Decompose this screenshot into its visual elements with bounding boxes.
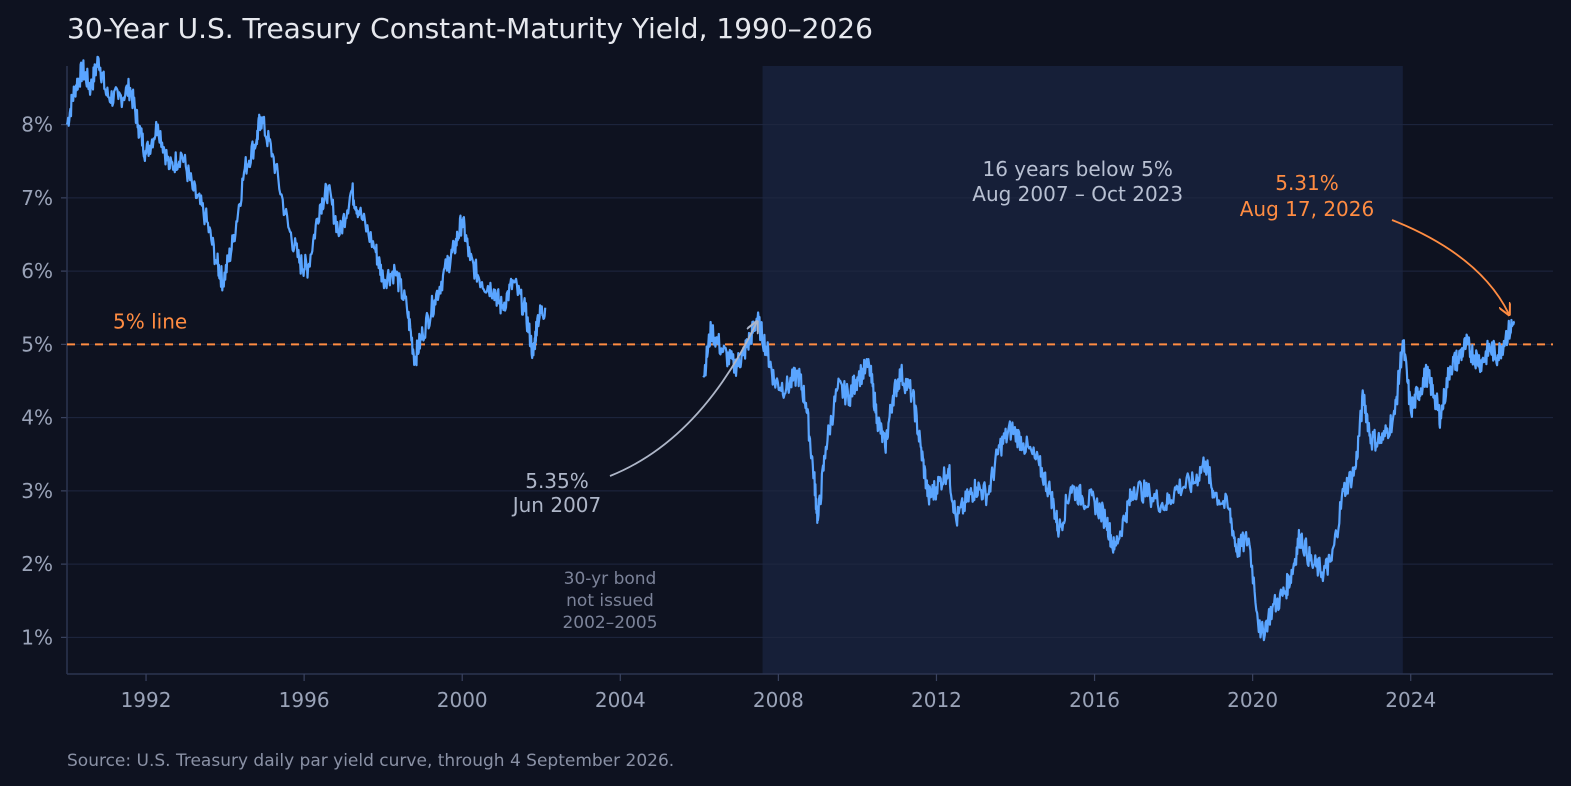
gap-note-line: 2002–2005 bbox=[562, 613, 657, 633]
y-tick-label: 7% bbox=[21, 186, 53, 210]
x-tick-label: 2000 bbox=[437, 688, 488, 712]
gap-note-line: not issued bbox=[566, 591, 654, 611]
x-tick-label: 2024 bbox=[1385, 688, 1436, 712]
gap-note-line: 30-yr bond bbox=[564, 569, 657, 589]
y-tick-label: 2% bbox=[21, 552, 53, 576]
x-tick-label: 2012 bbox=[911, 688, 962, 712]
shade-label-line1: 16 years below 5% bbox=[982, 157, 1172, 181]
x-tick-label: 1992 bbox=[121, 688, 172, 712]
plot-area: 1% 2% 3% 4% 5% 6% 7% 8% 1992 1996 2000 2004 2008 2012… bbox=[21, 55, 1553, 712]
source-note: Source: U.S. Treasury daily par yield cu… bbox=[67, 751, 674, 771]
annotation-2007-value: 5.35% bbox=[525, 469, 589, 493]
annotation-arrow-2007 bbox=[609, 323, 757, 477]
reference-line-label: 5% line bbox=[113, 309, 187, 333]
x-tick-label: 1996 bbox=[279, 688, 330, 712]
y-tick-label: 5% bbox=[21, 332, 53, 356]
x-tick-label: 2008 bbox=[753, 688, 804, 712]
annotation-2026-value: 5.31% bbox=[1275, 171, 1339, 195]
y-tick-label: 6% bbox=[21, 259, 53, 283]
x-tick-label: 2016 bbox=[1069, 688, 1120, 712]
x-tick-label: 2004 bbox=[595, 688, 646, 712]
y-tick-label: 3% bbox=[21, 479, 53, 503]
y-tick-label: 1% bbox=[21, 625, 53, 649]
annotation-2026-date: Aug 17, 2026 bbox=[1240, 197, 1374, 221]
x-tick-label: 2020 bbox=[1227, 688, 1278, 712]
shade-label-line2: Aug 2007 – Oct 2023 bbox=[972, 182, 1183, 206]
y-tick-label: 8% bbox=[21, 113, 53, 137]
annotation-2007-date: Jun 2007 bbox=[511, 493, 602, 517]
series-line bbox=[702, 311, 1516, 642]
annotation-arrow-2026 bbox=[1391, 219, 1509, 314]
chart-title: 30-Year U.S. Treasury Constant-Maturity … bbox=[67, 12, 873, 45]
y-tick-label: 4% bbox=[21, 406, 53, 430]
series-line bbox=[65, 55, 547, 367]
